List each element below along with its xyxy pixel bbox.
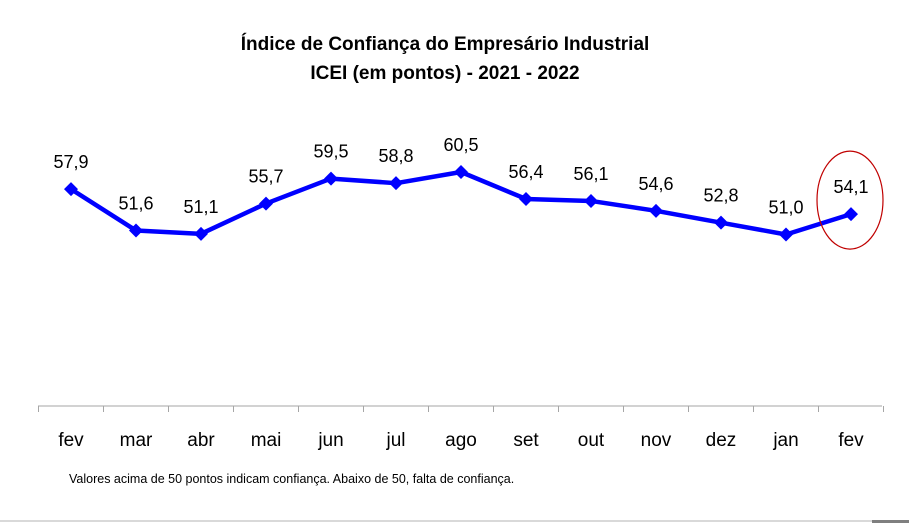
x-tick-label: ago — [445, 430, 477, 451]
data-label: 51,0 — [768, 198, 803, 218]
chart-title-line-2: ICEI (em pontos) - 2021 - 2022 — [310, 63, 580, 84]
x-tick-label: set — [513, 430, 539, 451]
data-label: 56,1 — [573, 164, 608, 184]
x-tick-label: mar — [120, 430, 153, 451]
data-point — [64, 182, 78, 197]
x-tick-label: jan — [772, 430, 798, 451]
x-tick-label: dez — [706, 430, 737, 451]
data-label: 59,5 — [313, 142, 348, 162]
data-point — [714, 215, 728, 230]
bottom-divider — [0, 520, 909, 522]
data-point — [129, 223, 143, 238]
x-tick-label: mai — [251, 430, 282, 451]
data-point — [779, 227, 793, 242]
x-axis: fev mar abr mai jun jul ago set out nov dez jan fev — [38, 405, 884, 451]
chart-note: Valores acima de 50 pontos indicam confi… — [69, 472, 515, 486]
data-label: 54,1 — [833, 177, 868, 197]
data-point — [649, 203, 663, 218]
data-label: 60,5 — [443, 135, 478, 155]
data-point — [519, 191, 533, 206]
x-tick-label: fev — [838, 430, 864, 451]
data-point — [454, 165, 468, 179]
x-tick-label: out — [578, 430, 605, 451]
data-label: 52,8 — [703, 186, 738, 206]
data-point — [844, 207, 858, 222]
data-point — [194, 226, 208, 241]
data-point — [259, 196, 273, 211]
data-label: 51,6 — [118, 194, 153, 214]
chart-title: Índice de Confiança do Empresário Indust… — [0, 30, 890, 88]
x-tick-label: nov — [641, 430, 672, 451]
data-point — [324, 171, 338, 186]
bottom-divider-accent — [872, 520, 909, 523]
data-label-layer: 57,9 51,6 51,1 55,7 59,5 58,8 60,5 56,4 56,1 54,6… — [53, 135, 868, 218]
highlight-layer — [816, 150, 884, 250]
data-label: 56,4 — [508, 162, 543, 182]
data-label: 54,6 — [638, 174, 673, 194]
series-layer — [64, 165, 858, 242]
data-label: 51,1 — [183, 197, 218, 217]
data-label: 58,8 — [378, 146, 413, 166]
chart-title-line-1: Índice de Confiança do Empresário Indust… — [240, 34, 650, 55]
data-point — [389, 176, 403, 191]
x-tick-label: abr — [187, 430, 215, 451]
highlight-circle — [816, 150, 884, 250]
data-label: 55,7 — [248, 167, 283, 187]
x-tick-label: jun — [317, 430, 343, 451]
data-label: 57,9 — [53, 152, 88, 172]
x-tick-label: fev — [58, 430, 84, 451]
data-point — [584, 193, 598, 208]
x-tick-label: jul — [385, 430, 405, 451]
